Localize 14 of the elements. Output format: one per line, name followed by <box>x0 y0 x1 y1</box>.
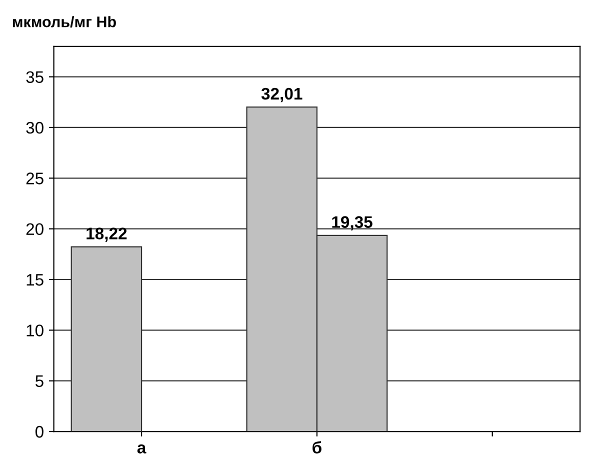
y-tick-label: 15 <box>26 274 44 286</box>
y-tick-label: 35 <box>26 71 44 84</box>
y-tick-label: 20 <box>26 223 44 236</box>
y-tick-label: 10 <box>26 324 44 336</box>
data-label: 18,22 <box>86 228 127 242</box>
y-tick-label: 30 <box>26 122 44 134</box>
y-tick-label: 25 <box>26 172 44 184</box>
x-tick-label: б <box>312 441 322 454</box>
data-label: 19,35 <box>332 216 372 230</box>
y-tick-label: 5 <box>35 375 44 388</box>
x-tick-label: а <box>137 444 146 454</box>
data-label: 32,01 <box>261 88 302 102</box>
y-tick-label: 0 <box>35 426 44 438</box>
y-axis-title: мкмоль/мг Hb <box>13 16 116 28</box>
